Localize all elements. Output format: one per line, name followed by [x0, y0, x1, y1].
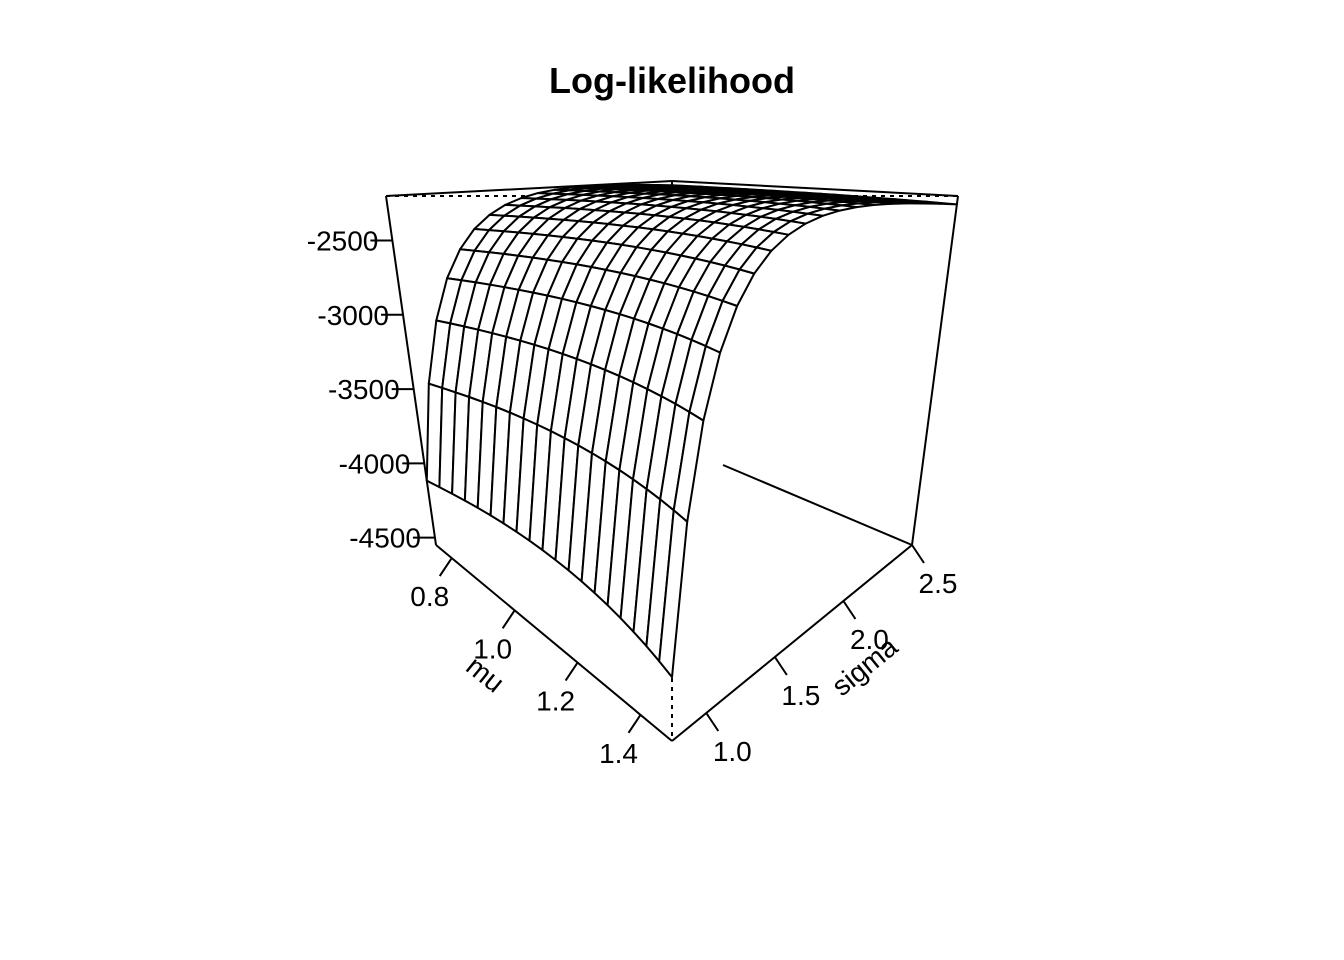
- mu-tick-label: 1.0: [473, 633, 512, 664]
- box-edge: [435, 544, 673, 742]
- sigma-tick-label: 1.5: [781, 680, 820, 711]
- z-tick-label: -2500: [307, 226, 379, 257]
- mu-tick: [438, 557, 453, 577]
- surface-facet: [658, 509, 689, 679]
- sigma-tick: [774, 656, 788, 676]
- box-edge: [385, 195, 437, 546]
- mu-tick: [627, 714, 642, 734]
- box-hidden-edge: [722, 464, 913, 546]
- mu-tick-label: 0.8: [410, 581, 449, 612]
- mu-tick: [501, 609, 516, 629]
- sigma-tick-label: 2.0: [850, 624, 889, 655]
- sigma-tick-label: 1.0: [713, 736, 752, 767]
- box-edge: [385, 180, 673, 197]
- sigma-tick-label: 2.5: [919, 568, 958, 599]
- z-tick-label: -3000: [317, 300, 389, 331]
- box-edge: [671, 544, 913, 742]
- mu-tick: [564, 662, 579, 682]
- z-tick-label: -4500: [349, 523, 421, 554]
- sigma-tick: [842, 600, 857, 620]
- z-tick-label: -4000: [339, 448, 411, 479]
- sigma-tick: [705, 712, 720, 732]
- sigma-tick: [911, 544, 925, 564]
- z-axis: -4500 -4000 -3500 -3000 -2500: [307, 226, 435, 554]
- mu-tick-label: 1.4: [599, 738, 638, 769]
- z-tick-label: -3500: [328, 374, 400, 405]
- box-edge: [911, 195, 959, 546]
- surface-mesh: [425, 183, 958, 679]
- box-edge: [671, 180, 959, 197]
- box-edges: [385, 180, 959, 742]
- mu-tick-label: 1.2: [536, 686, 575, 717]
- chart-title: Log-likelihood: [549, 60, 795, 101]
